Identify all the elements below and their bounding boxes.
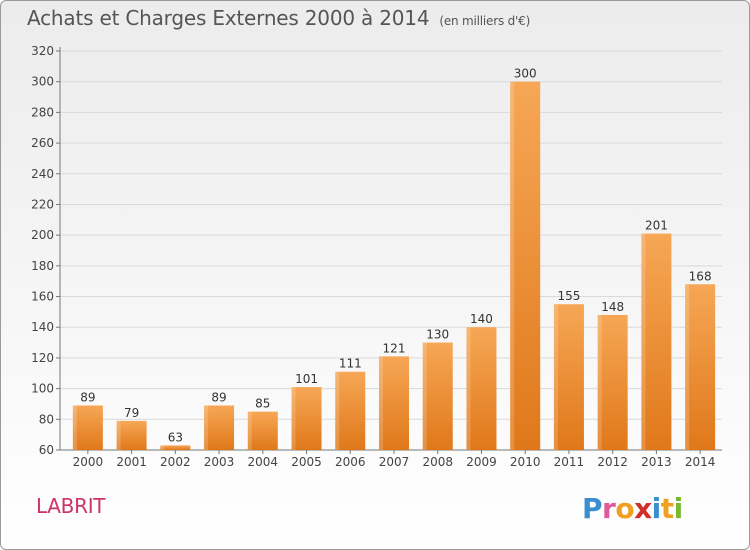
bar-2009	[466, 327, 497, 450]
value-label-2006: 111	[339, 357, 362, 371]
y-tick-label-280: 280	[31, 105, 54, 119]
value-label-2012: 148	[601, 300, 624, 314]
x-tick-label-2014: 2014	[685, 455, 716, 469]
bar-2008	[422, 342, 453, 450]
value-label-2007: 121	[383, 341, 406, 355]
x-tick-label-2001: 2001	[116, 455, 147, 469]
bar-2011	[553, 304, 584, 450]
y-tick-label-300: 300	[31, 75, 54, 89]
value-label-2009: 140	[470, 312, 493, 326]
x-tick-label-2000: 2000	[73, 455, 104, 469]
value-label-2002: 63	[168, 430, 183, 444]
city-name: LABRIT	[36, 494, 106, 518]
x-tick-label-2009: 2009	[466, 455, 497, 469]
y-tick-label-140: 140	[31, 320, 54, 334]
bar-highlight-2002	[160, 445, 165, 450]
bar-highlight-2010	[510, 81, 515, 450]
x-tick-label-2008: 2008	[422, 455, 453, 469]
y-tick-label-220: 220	[31, 197, 54, 211]
bar-highlight-2000	[72, 405, 77, 450]
bar-highlight-2009	[466, 327, 471, 450]
axes: 60 80 100 120 140 160 180 200 220 240 260 280 300 320…	[31, 44, 722, 469]
chart-title: Achats et Charges Externes 2000 à 2014 (e…	[27, 6, 530, 30]
chart-title-text: Achats et Charges Externes 2000 à 2014	[27, 6, 430, 30]
bar-highlight-2003	[204, 405, 209, 450]
y-tick-label-320: 320	[31, 44, 54, 58]
y-tick-label-260: 260	[31, 136, 54, 150]
bar-highlight-2008	[422, 342, 427, 450]
bar-highlight-2012	[597, 314, 602, 450]
value-label-2003: 89	[211, 390, 226, 404]
x-tick-label-2012: 2012	[597, 455, 628, 469]
value-label-2005: 101	[295, 372, 318, 386]
y-tick-label-80: 80	[39, 412, 54, 426]
x-tick-label-2011: 2011	[554, 455, 585, 469]
bar-highlight-2007	[379, 356, 383, 450]
bar-highlight-2011	[553, 304, 558, 450]
x-tick-label-2005: 2005	[291, 455, 322, 469]
bar-2013	[641, 233, 672, 450]
x-tick-label-2013: 2013	[641, 455, 672, 469]
bar-highlight-2014	[685, 284, 690, 450]
bar-highlight-2005	[291, 387, 296, 450]
y-tick-label-100: 100	[31, 382, 54, 396]
value-label-2010: 300	[514, 67, 537, 81]
y-tick-label-200: 200	[31, 228, 54, 242]
bar-2000	[72, 405, 103, 450]
value-label-2004: 85	[255, 397, 270, 411]
y-tick-label-120: 120	[31, 351, 54, 365]
bar-highlight-2004	[247, 411, 252, 450]
bar-2014	[685, 284, 716, 450]
svg-text:Proxiti: Proxiti	[582, 492, 683, 525]
value-label-2008: 130	[426, 328, 449, 342]
x-tick-label-2004: 2004	[248, 455, 279, 469]
x-tick-label-2003: 2003	[204, 455, 235, 469]
bar-2002	[160, 445, 191, 450]
value-label-2011: 155	[557, 289, 580, 303]
proxiti-logo: Proxiti	[582, 492, 683, 525]
bar-2007	[379, 356, 409, 450]
bar-2010	[510, 81, 541, 450]
x-tick-label-2010: 2010	[510, 455, 541, 469]
value-label-2000: 89	[80, 390, 95, 404]
x-tick-label-2002: 2002	[160, 455, 191, 469]
bar-2005	[291, 387, 322, 450]
bars	[72, 81, 716, 450]
chart-subtitle: (en milliers d'€)	[439, 14, 531, 28]
x-tick-label-2007: 2007	[379, 455, 410, 469]
bar-2004	[247, 411, 278, 450]
y-tick-label-180: 180	[31, 259, 54, 273]
value-label-2014: 168	[689, 269, 712, 283]
bar-highlight-2013	[641, 233, 646, 450]
labels: 89 79 63 89 85 101 111 121 130 140 300 155 148 201 168	[80, 67, 711, 445]
x-tick-label-2006: 2006	[335, 455, 366, 469]
y-tick-label-240: 240	[31, 167, 54, 181]
y-tick-label-160: 160	[31, 290, 54, 304]
bar-highlight-2001	[116, 420, 121, 450]
value-label-2013: 201	[645, 219, 668, 233]
bar-2003	[204, 405, 235, 450]
y-tick-label-60: 60	[39, 443, 54, 457]
bar-2001	[116, 420, 147, 450]
bar-highlight-2006	[335, 371, 340, 450]
bar-2006	[335, 371, 366, 450]
bar-2012	[597, 314, 628, 450]
value-label-2001: 79	[124, 406, 139, 420]
